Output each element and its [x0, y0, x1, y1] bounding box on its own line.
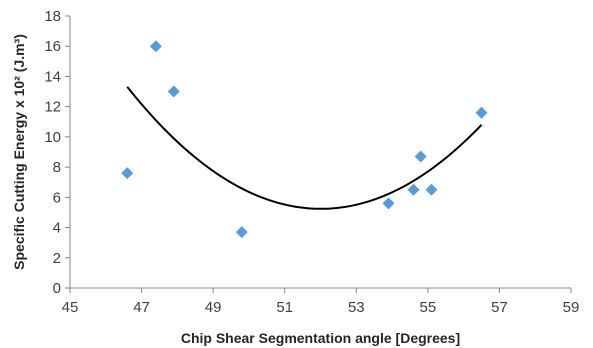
data-point — [475, 106, 488, 119]
x-tick-label: 45 — [62, 299, 79, 316]
y-axis-ticks: 0 2 4 6 8 10 12 14 16 18 — [44, 8, 70, 297]
x-tick-label: 51 — [276, 299, 293, 316]
x-tick-label: 47 — [133, 299, 150, 316]
data-point — [235, 226, 248, 239]
y-tick-label: 14 — [44, 68, 61, 85]
y-tick-label: 16 — [44, 38, 61, 55]
x-tick-label: 57 — [491, 299, 508, 316]
y-tick-label: 6 — [53, 189, 61, 206]
data-point — [414, 150, 427, 163]
x-axis-title: Chip Shear Segmentation angle [Degrees] — [181, 330, 460, 346]
data-point — [149, 40, 162, 53]
data-point — [382, 197, 395, 210]
y-tick-label: 18 — [44, 8, 61, 25]
data-point — [121, 167, 134, 180]
y-tick-label: 4 — [53, 220, 61, 237]
x-tick-label: 49 — [205, 299, 222, 316]
data-point — [167, 85, 180, 98]
plot-area: 0 2 4 6 8 10 12 14 16 18 45 47 49 51 53 55 57 59 — [44, 8, 579, 316]
y-tick-label: 2 — [53, 250, 61, 267]
y-tick-label: 10 — [44, 129, 61, 146]
y-tick-label: 0 — [53, 280, 61, 297]
x-tick-label: 53 — [348, 299, 365, 316]
x-tick-label: 55 — [420, 299, 437, 316]
trendline — [126, 86, 483, 210]
x-tick-label: 59 — [563, 299, 580, 316]
x-axis-ticks: 45 47 49 51 53 55 57 59 — [62, 288, 580, 316]
y-tick-label: 8 — [53, 159, 61, 176]
data-point — [425, 183, 438, 196]
data-points — [121, 40, 488, 239]
y-tick-label: 12 — [44, 99, 61, 116]
data-point — [407, 183, 420, 196]
y-axis-title: Specific Cutting Energy x 10² (J.m³) — [11, 34, 27, 270]
